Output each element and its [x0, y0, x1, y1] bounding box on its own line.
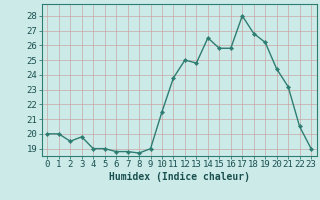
X-axis label: Humidex (Indice chaleur): Humidex (Indice chaleur): [109, 172, 250, 182]
